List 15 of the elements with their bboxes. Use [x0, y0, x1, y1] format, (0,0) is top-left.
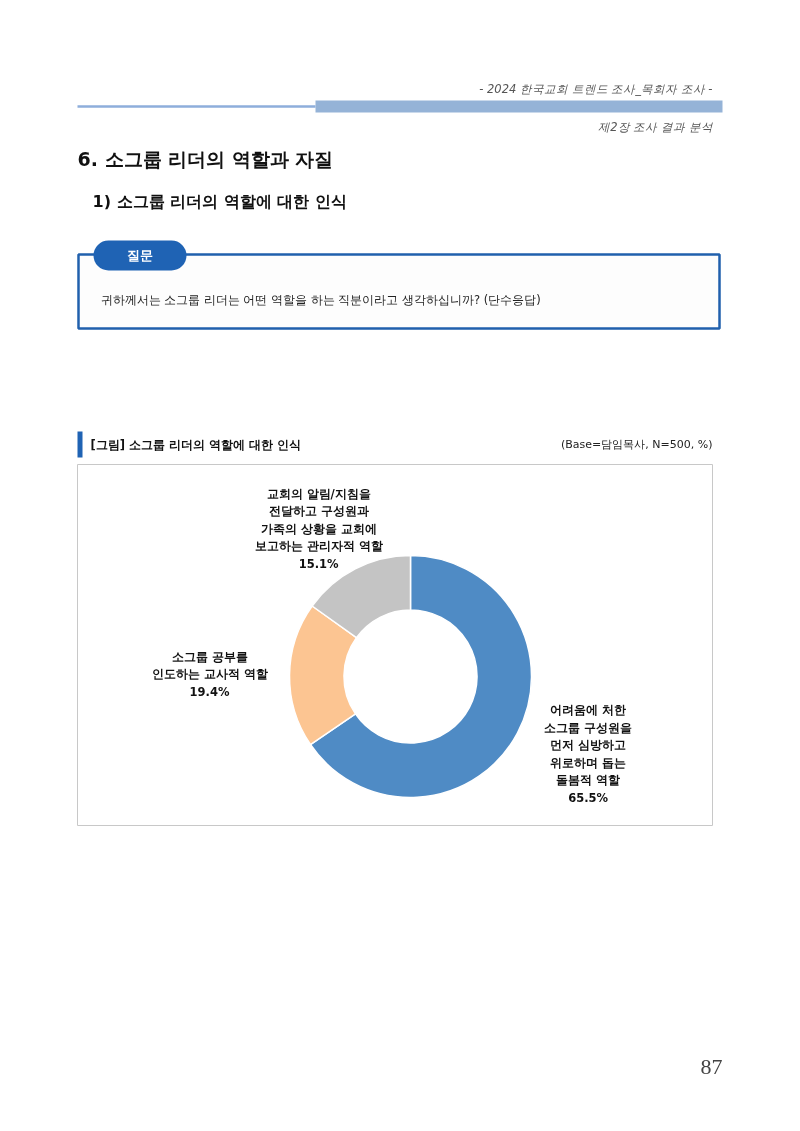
data-label: 19.4%: [189, 684, 230, 699]
text: 87: [700, 1053, 723, 1079]
slice-label: 소그룹 공부를 인도하는 교사적 역할: [151, 649, 268, 682]
data-label: 65.5%: [568, 790, 609, 805]
text: 제2장 조사 결과 분석: [598, 119, 713, 134]
slice-label: 교회의 알림/지침을 전달하고 구성원과 가족의 상황을 교회에 보고하는 관리자적 역할: [254, 486, 383, 554]
text: 1) 소그룹 리더의 역할에 대한 인식: [92, 192, 347, 211]
text: 귀하께서는 소그룹 리더는 어떤 역할을 하는 직분이라고 생각하십니까? (단수응답): [100, 292, 541, 307]
text: 질문: [126, 248, 153, 263]
text: 6. 소그룹 리더의 역할과 자질: [77, 147, 334, 170]
chart-subtitle: (Base=담임목사, N=500, %): [561, 438, 713, 451]
slice-label: 어려움에 처한 소그룹 구성원을 먼저 심방하고 위로하며 돕는 돌봄적 역할: [544, 703, 633, 788]
chart-title: [그림] 소그룹 리더의 역할에 대한 인식: [90, 437, 302, 452]
text: - 2024 한국교회 트렌드 조사_목회자 조사 -: [479, 81, 713, 96]
data-label: 15.1%: [298, 556, 340, 571]
